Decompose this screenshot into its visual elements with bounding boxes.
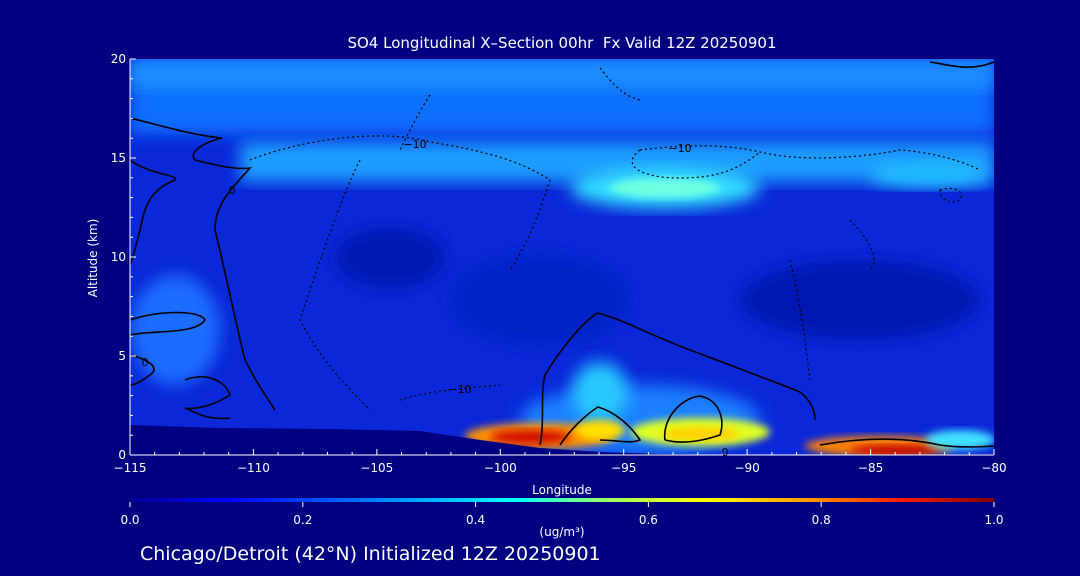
y-axis-ticks: 0 5 10 15 20	[111, 52, 136, 462]
colorbar-tick-label: 1.0	[984, 513, 1003, 527]
y-tick-label: 0	[118, 448, 126, 462]
upper-east	[870, 163, 990, 187]
contour-label: 0	[142, 356, 149, 369]
x-tick-label: −95	[611, 461, 636, 475]
colorbar-units: (ug/m³)	[539, 525, 585, 539]
plot-area	[130, 59, 994, 455]
contour-label: −10	[448, 383, 471, 396]
contour-label: 0	[229, 184, 236, 197]
x-axis-title: Longitude	[532, 483, 592, 497]
plume-updraft	[572, 362, 628, 422]
contour-dotted-east	[789, 187, 962, 381]
x-tick-label: −110	[237, 461, 270, 475]
contour-solid-inner	[559, 395, 723, 446]
y-tick-label: 20	[111, 52, 126, 66]
contour-label: 0	[722, 446, 729, 459]
terrain	[130, 425, 994, 455]
mid-dark-2	[740, 260, 980, 340]
upper-max-core	[610, 178, 720, 198]
plume-center-core	[660, 427, 740, 441]
colorbar-tick-label: 0.2	[293, 513, 312, 527]
contour-labels: −10 −10 −10 0 0 0	[142, 138, 729, 459]
y-tick-label: 15	[111, 151, 126, 165]
plume-east-core	[850, 445, 940, 455]
contour-label: −10	[668, 142, 691, 155]
plume-west-core	[490, 430, 570, 444]
colorbar-gradient	[130, 498, 994, 502]
mid-dark-1	[335, 228, 445, 288]
mid-dark-3	[450, 255, 630, 345]
colorbar-ticks: 0.0 0.2 0.4 0.6 0.8 1.0	[120, 502, 1004, 527]
upper-band-top	[130, 59, 994, 89]
contour-solid-west	[130, 117, 276, 411]
colorbar-tick-label: 0.0	[120, 513, 139, 527]
x-tick-label: −85	[858, 461, 883, 475]
colorbar-tick-label: 0.4	[466, 513, 485, 527]
contour-solid-plume	[539, 312, 816, 446]
contour-label: −10	[403, 138, 426, 151]
y-tick-label: 5	[118, 349, 126, 363]
contours-dotted	[249, 67, 981, 411]
x-axis-ticks: −115 −110 −105 −100 −95 −90 −85 −80	[114, 449, 1007, 475]
contour-dotted-upper	[631, 145, 981, 179]
plume-mid	[575, 420, 625, 440]
x-tick-label: −100	[484, 461, 517, 475]
contour-solid-west-2	[130, 159, 177, 266]
x-tick-label: −90	[734, 461, 759, 475]
contour-solid-lowwest	[130, 311, 231, 420]
x-tick-label: −80	[981, 461, 1006, 475]
contour-dotted-low	[399, 67, 641, 401]
footer-caption: Chicago/Detroit (42°N) Initialized 12Z 2…	[140, 543, 601, 565]
y-tick-label: 10	[111, 250, 126, 264]
contour-dotted-vertical	[299, 94, 431, 411]
colorbar-tick-label: 0.8	[812, 513, 831, 527]
y-axis-title: Altitude (km)	[86, 218, 100, 298]
x-tick-label: −115	[114, 461, 147, 475]
contour-dotted-outer	[249, 135, 551, 271]
x-tick-label: −105	[360, 461, 393, 475]
contours	[130, 61, 994, 448]
west-light	[130, 275, 220, 385]
colorbar-tick-label: 0.6	[639, 513, 658, 527]
chart-title: SO4 Longitudinal X–Section 00hr Fx Valid…	[347, 34, 777, 52]
contour-solid-east	[819, 61, 994, 448]
